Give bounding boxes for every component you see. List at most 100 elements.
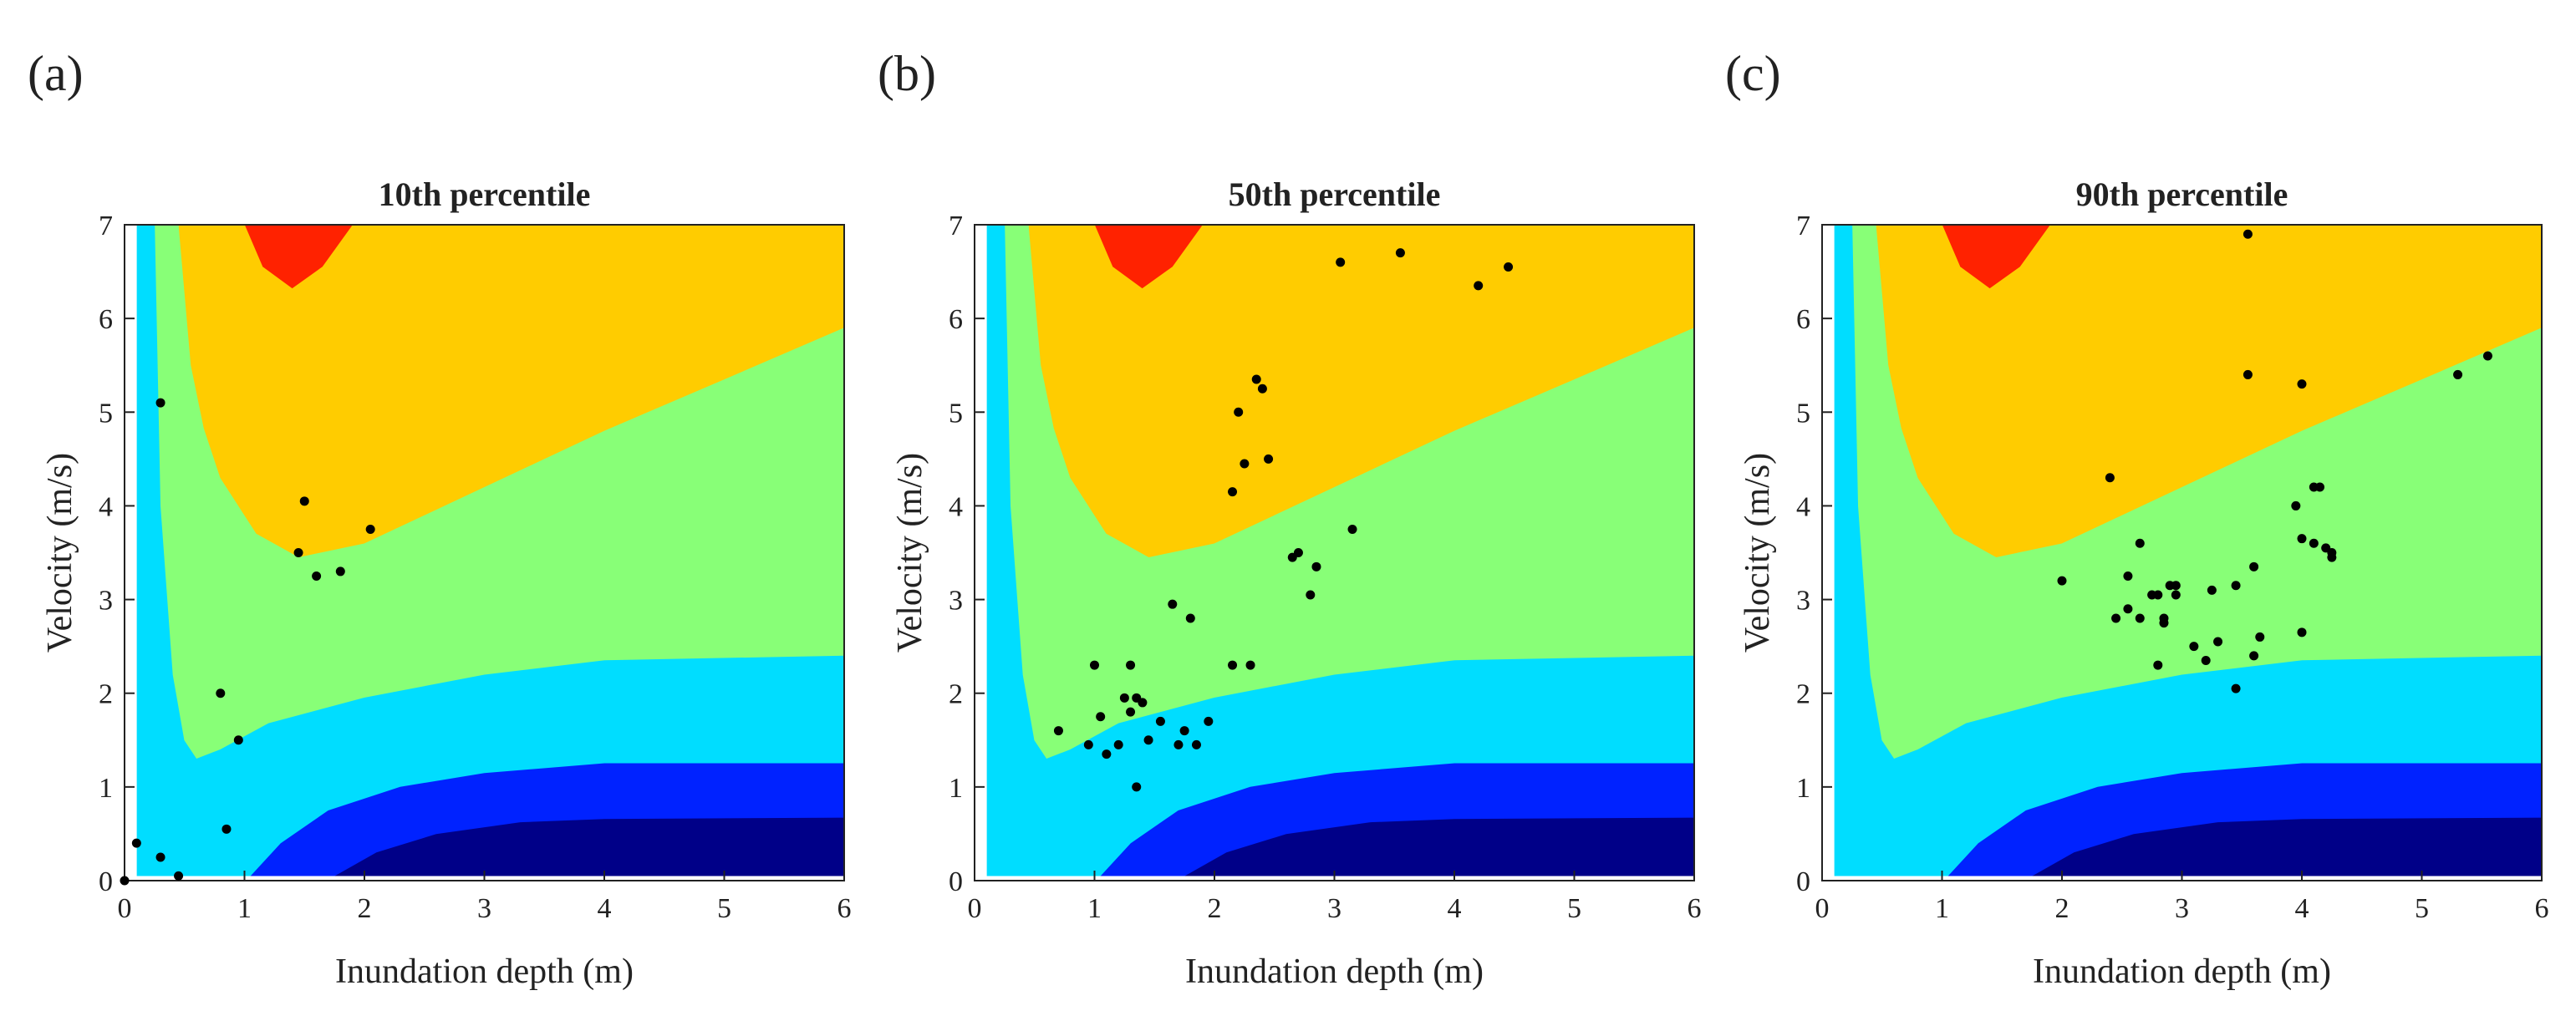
x-tick-label: 0 <box>118 893 132 924</box>
hazard-zone <box>1942 225 2050 289</box>
y-tick-label: 5 <box>1796 398 1810 429</box>
x-tick-label: 3 <box>2175 893 2189 924</box>
point <box>2231 581 2241 591</box>
point <box>1155 716 1165 726</box>
hazard-zone <box>1876 225 2542 557</box>
chart-title: 50th percentile <box>1229 175 1441 213</box>
y-tick-label: 6 <box>1796 304 1810 335</box>
point <box>1173 739 1184 749</box>
point <box>2243 229 2253 239</box>
panel-label: (c) <box>1725 46 1781 101</box>
y-tick-label: 6 <box>99 304 113 335</box>
point <box>1179 726 1189 736</box>
chart-title: 90th percentile <box>2076 175 2288 213</box>
x-tick-label: 0 <box>968 893 982 924</box>
point <box>2105 473 2115 483</box>
point <box>2291 500 2301 510</box>
x-tick-label: 3 <box>477 893 491 924</box>
point <box>1311 561 1321 571</box>
y-tick-label: 3 <box>1796 586 1810 617</box>
point <box>1126 660 1136 670</box>
point <box>1306 590 1316 600</box>
y-tick-label: 1 <box>949 773 963 804</box>
point <box>1102 749 1112 759</box>
point <box>1474 281 1484 291</box>
point <box>2123 604 2133 614</box>
x-tick-label: 4 <box>598 893 612 924</box>
point <box>2159 618 2169 628</box>
hazard-zone <box>1094 225 1203 289</box>
x-axis-label: Inundation depth (m) <box>2033 952 2331 991</box>
y-tick-label: 0 <box>1796 866 1810 897</box>
y-tick-label: 5 <box>949 398 963 429</box>
point <box>335 566 345 577</box>
point <box>2249 561 2259 571</box>
point <box>2171 590 2181 600</box>
point <box>2213 637 2223 647</box>
point <box>365 524 375 534</box>
hazard-zone <box>178 225 844 557</box>
hazard-zone <box>1184 817 1694 876</box>
x-tick-label: 6 <box>837 893 852 924</box>
panel: 0 1 2 3 4 5 6 0 1 2 3 4 5 6 7 90th percentile Inundation… <box>1725 46 2549 991</box>
point <box>1096 712 1106 722</box>
point <box>2135 538 2145 548</box>
point <box>2249 651 2259 661</box>
point <box>2189 642 2199 652</box>
point <box>1119 693 1129 703</box>
x-axis-label: Inundation depth (m) <box>335 952 634 991</box>
point <box>1185 613 1195 623</box>
point <box>2482 351 2492 361</box>
point <box>2297 627 2307 637</box>
x-tick-label: 2 <box>1208 893 1222 924</box>
point <box>1228 487 1238 497</box>
point <box>1336 257 1346 267</box>
x-axis-label: Inundation depth (m) <box>1185 952 1484 991</box>
point <box>1168 599 1178 609</box>
point <box>2231 683 2241 693</box>
panel: 0 1 2 3 4 5 6 0 1 2 3 4 5 6 7 50th percentile Inundation… <box>878 46 1702 991</box>
point <box>1347 524 1357 534</box>
point <box>1240 459 1250 469</box>
point <box>155 398 165 408</box>
point <box>1132 782 1142 792</box>
point <box>299 496 309 506</box>
x-tick-label: 2 <box>358 893 372 924</box>
panel-label: (b) <box>878 46 936 101</box>
y-tick-label: 4 <box>1796 491 1810 522</box>
point <box>2297 534 2307 544</box>
hazard-zone <box>2032 817 2542 876</box>
y-axis-label: Velocity (m/s) <box>41 453 79 653</box>
x-tick-label: 2 <box>2055 893 2069 924</box>
point <box>2153 590 2163 600</box>
y-tick-label: 4 <box>949 491 963 522</box>
point <box>293 548 303 557</box>
hazard-zone <box>1028 225 1694 557</box>
point <box>2171 581 2181 591</box>
x-tick-label: 4 <box>1448 893 1462 924</box>
point <box>2297 379 2307 389</box>
y-tick-label: 2 <box>949 679 963 710</box>
point <box>2153 660 2163 670</box>
hazard-zone <box>334 817 844 876</box>
point <box>1204 716 1214 726</box>
x-tick-label: 1 <box>1935 893 1949 924</box>
point <box>1293 548 1303 557</box>
point <box>2327 552 2337 562</box>
panel-label: (a) <box>28 46 84 101</box>
point <box>2135 613 2145 623</box>
point <box>1504 262 1514 272</box>
y-tick-label: 7 <box>1796 211 1810 241</box>
y-tick-label: 3 <box>949 586 963 617</box>
point <box>2201 655 2211 665</box>
point <box>131 838 141 848</box>
x-tick-label: 5 <box>2415 893 2429 924</box>
point <box>1138 698 1148 708</box>
point <box>221 824 232 834</box>
x-tick-label: 6 <box>1688 893 1702 924</box>
point <box>174 871 184 881</box>
y-tick-label: 2 <box>99 679 113 710</box>
point <box>2255 632 2265 642</box>
